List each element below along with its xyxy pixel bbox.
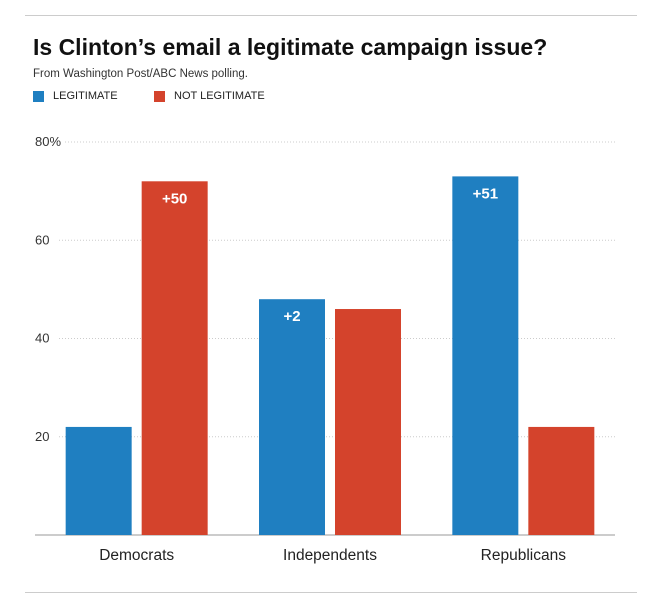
chart-subtitle: From Washington Post/ABC News polling.	[33, 68, 248, 80]
y-tick-label: 60	[35, 232, 49, 247]
category-label: Republicans	[481, 547, 567, 564]
legend-swatch	[154, 90, 165, 102]
chart-title: Is Clinton’s email a legitimate campaign…	[33, 34, 548, 60]
y-tick-label: 80%	[35, 134, 61, 149]
bottom-rule	[25, 592, 637, 593]
bar-democrats-not-legitimate	[141, 181, 208, 536]
legend-label: LEGITIMATE	[53, 90, 118, 102]
category-label: Independents	[283, 547, 377, 564]
bar-independents-legitimate	[259, 299, 325, 535]
legend-item-legitimate: LEGITIMATE	[33, 90, 118, 102]
bar-republicans-not-legitimate	[528, 426, 595, 535]
bar-annotation: +50	[162, 190, 187, 207]
bar-annotation: +2	[283, 308, 300, 325]
legend-label: NOT LEGITIMATE	[174, 90, 265, 102]
y-tick-label: 20	[35, 429, 49, 444]
legend-swatch	[33, 90, 44, 102]
legend-item-not-legitimate: NOT LEGITIMATE	[154, 90, 265, 102]
category-label: Democrats	[99, 547, 174, 564]
bar-republicans-legitimate	[452, 176, 519, 535]
bar-democrats-legitimate	[65, 426, 132, 535]
top-rule	[25, 15, 637, 16]
y-tick-label: 40	[35, 331, 49, 346]
bar-annotation: +51	[473, 185, 498, 202]
bar-independents-not-legitimate	[335, 309, 401, 535]
